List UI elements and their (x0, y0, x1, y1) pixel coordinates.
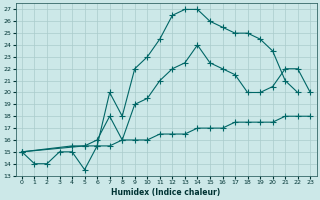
X-axis label: Humidex (Indice chaleur): Humidex (Indice chaleur) (111, 188, 221, 197)
